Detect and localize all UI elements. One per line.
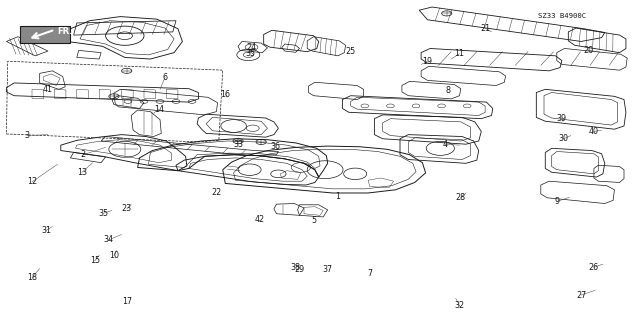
Text: 6: 6 xyxy=(163,73,168,82)
Text: 32: 32 xyxy=(454,301,465,310)
Text: 9: 9 xyxy=(554,197,559,206)
Text: 13: 13 xyxy=(77,168,87,177)
Text: 31: 31 xyxy=(41,226,51,235)
Text: 12: 12 xyxy=(27,177,37,186)
Text: 16: 16 xyxy=(220,90,230,99)
Text: 35: 35 xyxy=(99,209,109,218)
Text: 23: 23 xyxy=(122,204,132,213)
Text: FR.: FR. xyxy=(58,27,73,36)
Text: 24: 24 xyxy=(246,43,257,52)
Text: 15: 15 xyxy=(90,256,100,265)
Text: 27: 27 xyxy=(576,291,586,300)
Text: 36: 36 xyxy=(270,142,280,151)
Text: 17: 17 xyxy=(122,297,132,306)
Text: 21: 21 xyxy=(480,24,490,33)
Text: 29: 29 xyxy=(294,265,305,274)
Text: 37: 37 xyxy=(323,265,333,274)
Text: 33: 33 xyxy=(233,140,243,149)
Text: 19: 19 xyxy=(422,57,433,66)
Text: 22: 22 xyxy=(211,189,221,197)
Text: 35: 35 xyxy=(246,49,256,58)
Text: 7: 7 xyxy=(367,269,372,278)
Text: 25: 25 xyxy=(346,47,356,56)
Text: 42: 42 xyxy=(254,215,264,224)
Text: 4: 4 xyxy=(442,140,447,149)
Text: 28: 28 xyxy=(456,193,466,202)
Text: 20: 20 xyxy=(584,46,594,55)
FancyBboxPatch shape xyxy=(20,26,70,43)
Text: 1: 1 xyxy=(335,192,340,201)
Text: SZ33 B4900C: SZ33 B4900C xyxy=(538,13,586,19)
Text: 34: 34 xyxy=(104,235,114,244)
Text: 26: 26 xyxy=(589,263,599,272)
Text: 40: 40 xyxy=(589,127,599,136)
Text: 11: 11 xyxy=(454,49,465,58)
Text: 10: 10 xyxy=(109,251,119,260)
Text: 5: 5 xyxy=(311,216,316,225)
Text: 18: 18 xyxy=(27,273,37,282)
Text: 39: 39 xyxy=(557,114,567,123)
Text: 3: 3 xyxy=(24,131,29,140)
Text: 8: 8 xyxy=(445,86,451,95)
Text: 14: 14 xyxy=(154,105,164,114)
Text: 2: 2 xyxy=(81,150,86,159)
Text: 41: 41 xyxy=(43,85,53,94)
Text: 30: 30 xyxy=(558,134,568,143)
Text: 38: 38 xyxy=(291,263,301,272)
